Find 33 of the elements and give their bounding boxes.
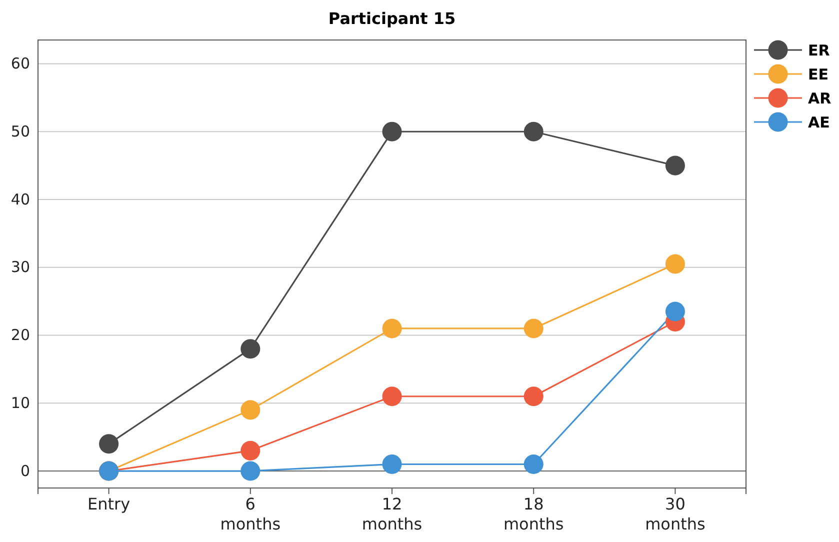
x-tick-label: 18 months xyxy=(503,494,564,534)
point xyxy=(665,302,685,322)
y-tick-label: 30 xyxy=(10,258,30,276)
point xyxy=(382,122,402,142)
point xyxy=(524,454,544,474)
point xyxy=(524,318,544,338)
legend-label: EE xyxy=(808,65,828,84)
point xyxy=(665,254,685,274)
x-tick-label: 12 months xyxy=(362,494,422,534)
y-tick-label: 40 xyxy=(10,190,30,208)
x-tick-label: 6 months xyxy=(220,494,281,534)
legend-label: AR xyxy=(808,89,832,108)
point xyxy=(382,386,402,406)
x-tick-label: 30 months xyxy=(645,494,706,534)
point xyxy=(240,440,260,460)
point xyxy=(240,461,260,481)
x-tick-label: Entry xyxy=(88,494,130,514)
point xyxy=(382,454,402,474)
y-tick-label: 60 xyxy=(10,54,30,73)
point xyxy=(99,434,119,454)
legend-label: ER xyxy=(808,41,830,60)
y-tick-label: 50 xyxy=(10,122,30,140)
point xyxy=(382,318,402,338)
point xyxy=(240,400,260,420)
point xyxy=(240,339,260,359)
point xyxy=(665,156,685,176)
chart-title: Participant 15 xyxy=(328,9,456,28)
point xyxy=(524,386,544,406)
y-tick-label: 10 xyxy=(10,394,30,412)
y-tick-label: 0 xyxy=(20,462,30,480)
point xyxy=(524,122,544,142)
legend-label: AE xyxy=(808,113,830,132)
y-tick-label: 20 xyxy=(10,326,30,344)
